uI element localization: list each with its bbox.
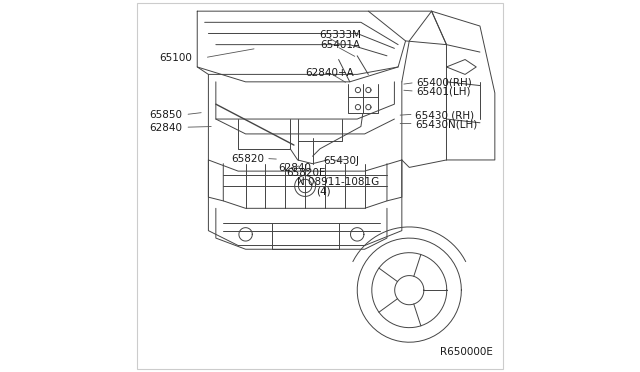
Text: N 08911-1081G: N 08911-1081G <box>297 177 379 187</box>
Text: 65850: 65850 <box>149 110 182 120</box>
Text: (4): (4) <box>316 187 331 196</box>
Text: 65430 (RH): 65430 (RH) <box>415 110 474 120</box>
Text: 65401A: 65401A <box>321 41 360 50</box>
Text: 65333M: 65333M <box>319 31 362 40</box>
Text: 65100: 65100 <box>159 53 191 62</box>
Text: 62840+A: 62840+A <box>305 68 354 77</box>
Text: 62840: 62840 <box>149 124 182 133</box>
Text: 65430N(LH): 65430N(LH) <box>415 120 477 129</box>
Text: 65401(LH): 65401(LH) <box>417 87 471 97</box>
Text: 65820E: 65820E <box>287 168 326 178</box>
Text: 62840: 62840 <box>278 163 311 173</box>
Text: R650000E: R650000E <box>440 347 493 356</box>
Text: 65820: 65820 <box>231 154 264 164</box>
Text: 65400(RH): 65400(RH) <box>417 78 472 87</box>
Text: 65430J: 65430J <box>324 156 360 166</box>
